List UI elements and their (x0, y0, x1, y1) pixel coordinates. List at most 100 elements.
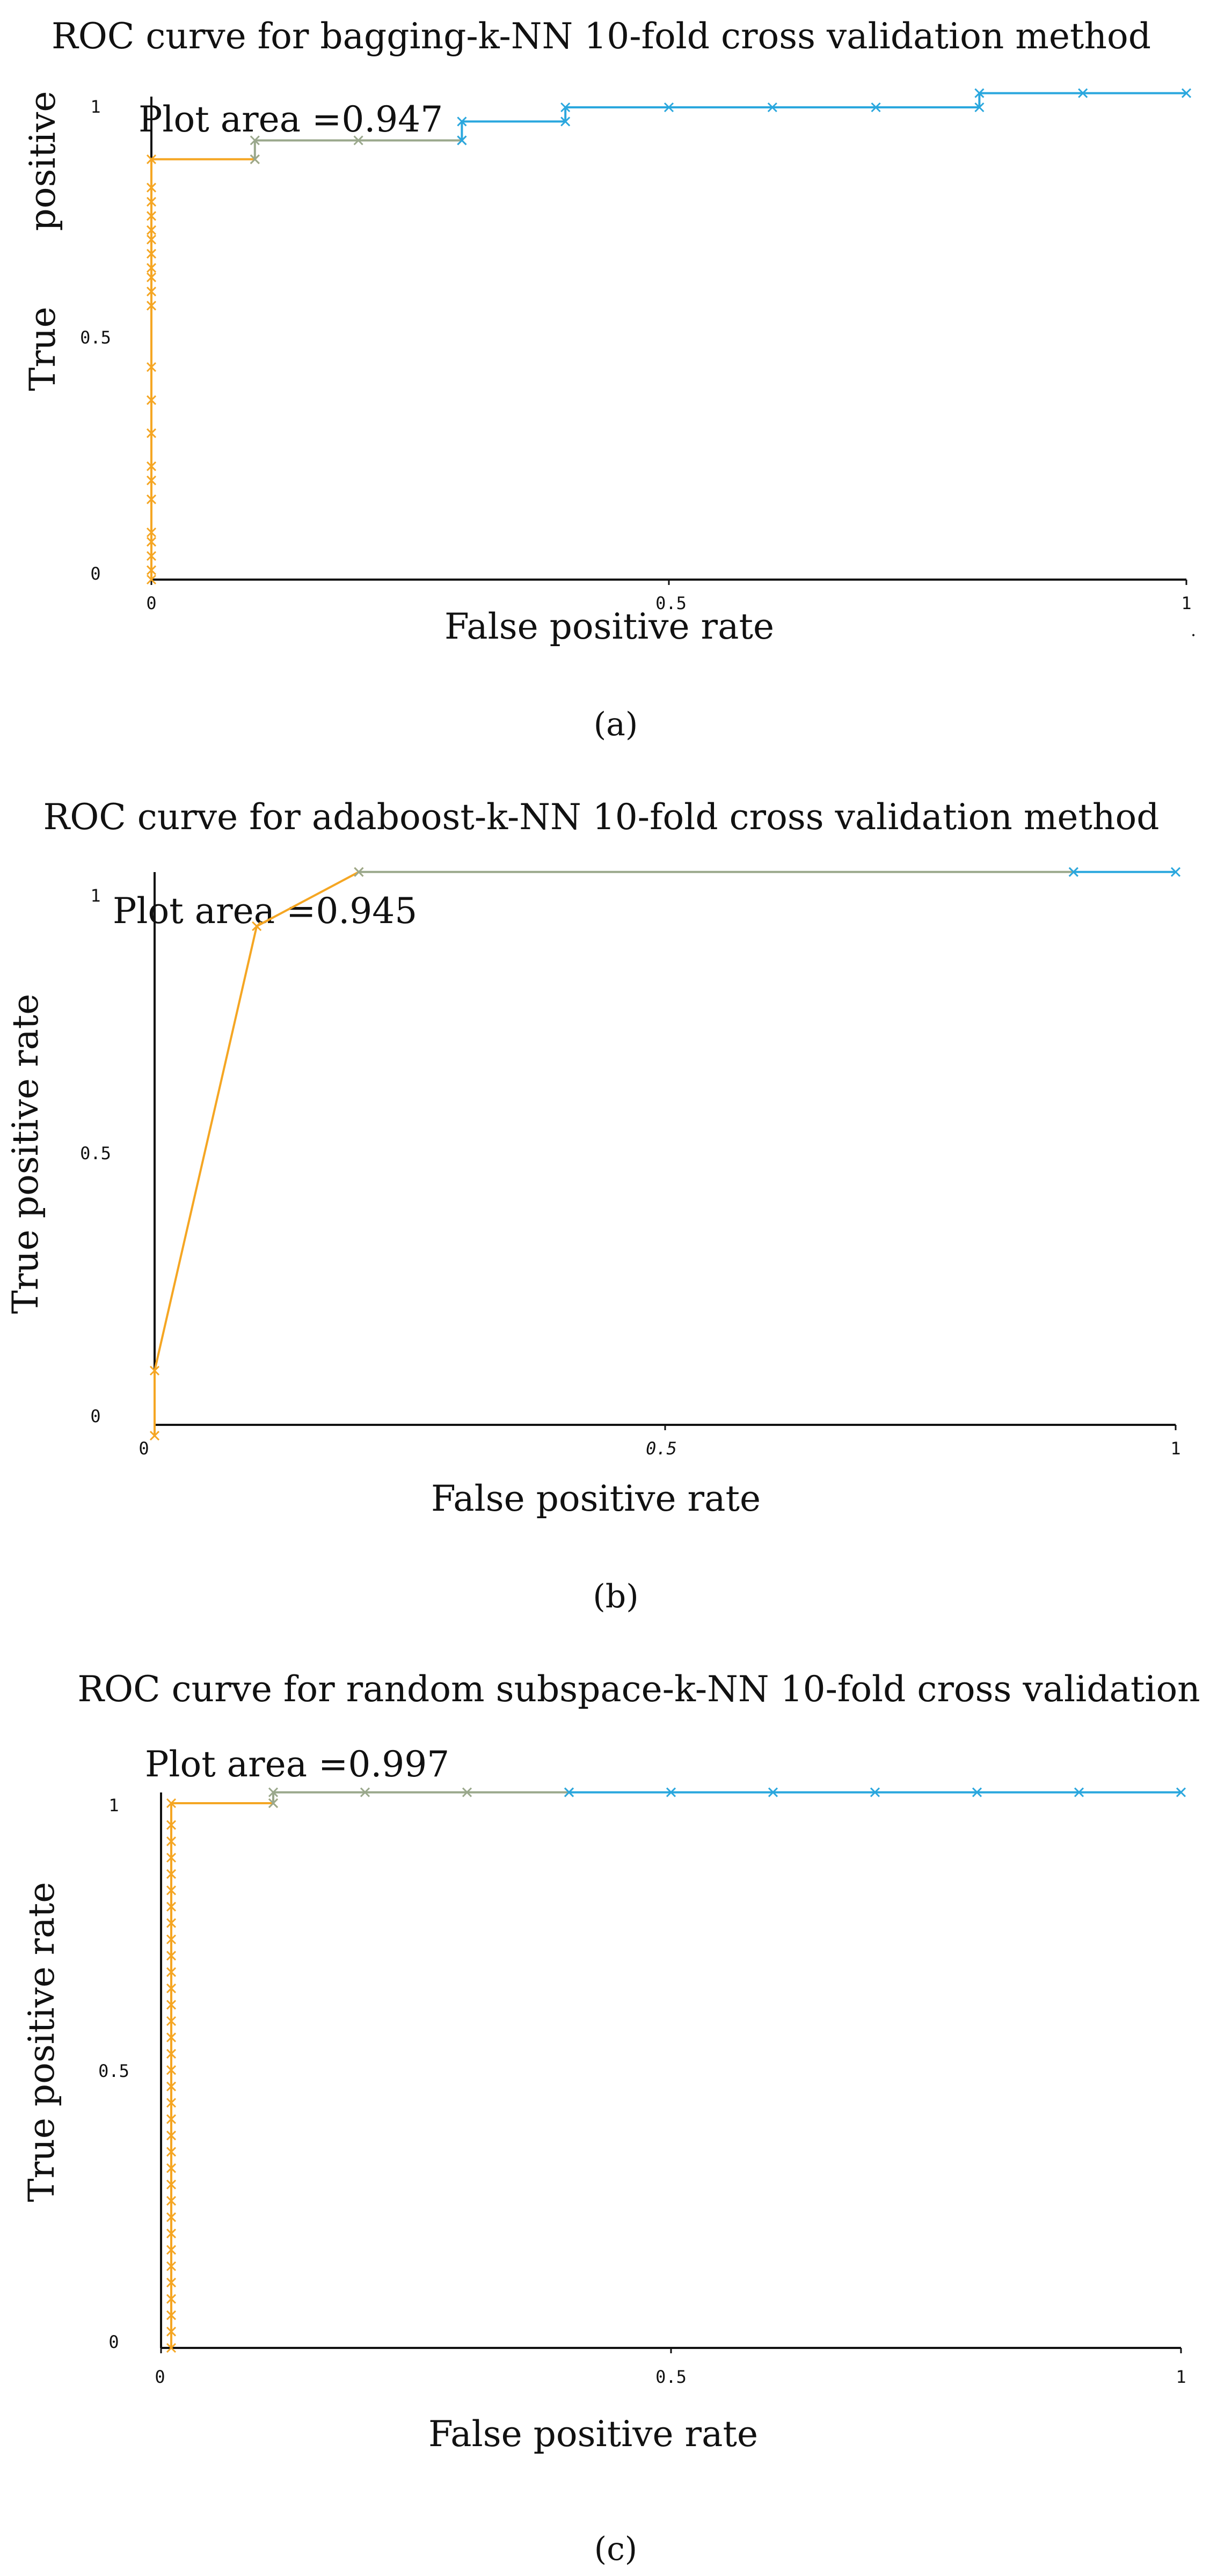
panel-a-ylabel-line-2: positive (22, 91, 63, 231)
panel-c-series-early-point-21 (166, 2000, 177, 2010)
panel-b: ROC curve for adaboost-k-NN 10-fold cros… (5, 796, 1181, 1615)
panel-a-series-early-point-11 (146, 301, 157, 311)
panel-a-series-early-point-13 (146, 272, 157, 282)
panel-b-series-mid-point-0 (354, 867, 364, 877)
panel-c-series-early-line (170, 1802, 273, 2348)
panel-c-series-early-point-28 (166, 1885, 177, 1896)
panel-c-series-early-point-26 (166, 1918, 177, 1928)
panel-c-series-early-point-3 (166, 2294, 177, 2304)
panel-a-series-early-line (150, 158, 255, 580)
panel-b-axes (154, 872, 1177, 1430)
panel-c-series-early-point-18 (166, 2048, 177, 2059)
panel-a-series (146, 88, 1192, 585)
panel-c-series-early-point-19 (166, 2032, 177, 2043)
panel-a-series-early-point-3 (146, 537, 157, 547)
panel-a-series-late-point-1 (457, 116, 467, 127)
panel-c-ytick-label-0: 0 (108, 2332, 119, 2352)
panel-c-series-early-point-25 (166, 1934, 177, 1944)
panel-a-series-early-point-10 (146, 362, 157, 372)
panel-c-series-early-point-2 (166, 2310, 177, 2321)
panel-c: ROC curve for random subspace-k-NN 10-fo… (21, 1668, 1200, 2568)
panel-a-ytick-label-05: 0.5 (80, 327, 111, 348)
panel-c-series-late-point-4 (972, 1787, 982, 1797)
panel-b-annotation: Plot area =0.945 (113, 890, 417, 932)
panel-a-series-early-point-0 (146, 574, 157, 585)
panel-a-xlabel: False positive rate (444, 606, 774, 647)
panel-c-series-mid-point-2 (360, 1787, 370, 1797)
panel-c-series-mid-point-3 (462, 1787, 472, 1797)
panel-a-series-early-point-5 (146, 494, 157, 504)
panel-c-series-early-point-12 (166, 2147, 177, 2157)
panel-a-series-early-point-1 (146, 565, 157, 575)
panel-a-series-early-point-12 (146, 287, 157, 297)
panel-c-series-mid-point-0 (268, 1798, 279, 1809)
panel-b-xlabel: False positive rate (431, 1478, 761, 1519)
panel-a-series-mid-line (253, 139, 462, 159)
panel-a-series-early-point-17 (146, 225, 157, 235)
panel-a-annotation: Plot area =0.947 (138, 99, 443, 140)
panel-c-series-late-point-0 (564, 1787, 574, 1797)
panel-a-series-early-point-6 (146, 475, 157, 486)
panel-c-ylabel: True positive rate (21, 1882, 62, 2202)
panel-c-series-late-point-3 (870, 1787, 880, 1797)
panel-a-series-late-point-4 (664, 102, 674, 113)
panel-a-ytick-label-0: 0 (90, 564, 100, 584)
panel-a-series-late-point-10 (1181, 88, 1192, 98)
panel-a-xtick-label-05: 0.5 (655, 593, 687, 613)
panel-a-series-early-point-7 (146, 461, 157, 471)
panel-a-series-late-point-5 (767, 102, 777, 113)
panel-b-ytick-label-1: 1 (90, 885, 100, 906)
panel-b-series-early-point-1 (149, 1365, 160, 1376)
panel-c-axes (160, 1792, 1182, 2353)
panel-a-series-late-point-0 (457, 135, 467, 145)
panel-c-series-early-point-10 (166, 2179, 177, 2190)
panel-b-xtick-label-0: 0 (138, 1438, 149, 1459)
panel-a-series-early-point-4 (146, 527, 157, 538)
panel-c-series-early-point-4 (166, 2278, 177, 2288)
panel-c-series-early-point-30 (166, 1853, 177, 1863)
panel-a-series-early-point-14 (146, 263, 157, 273)
panel-a-series-late-line (461, 92, 1186, 141)
panel-a-series-late-point-7 (974, 102, 985, 113)
panel-c-series-early-point-15 (166, 2098, 177, 2108)
panel-b-series (149, 867, 1181, 1441)
panel-c-series-early-point-29 (166, 1869, 177, 1879)
panel-a-series-early-point-8 (146, 428, 157, 438)
panel-b-ylabel: True positive rate (5, 994, 46, 1314)
panel-a-stray-mark: . (1191, 620, 1196, 640)
panel-c-xlabel: False positive rate (428, 2413, 758, 2455)
panel-a-title: ROC curve for bagging-k-NN 10-fold cross… (52, 16, 1151, 57)
panel-a-axes (150, 97, 1187, 585)
panel-a-label: (a) (594, 706, 638, 743)
panel-a-ylabel-line-1: True (22, 306, 63, 391)
panel-a-series-early-point-16 (146, 235, 157, 245)
panel-c-xtick-label-05: 0.5 (655, 2367, 687, 2387)
panel-b-series-early-line (154, 871, 360, 1436)
panel-c-series-early-point-20 (166, 2016, 177, 2026)
panel-c-series-early-point-33 (166, 1798, 177, 1809)
panel-b-series-early-point-2 (252, 921, 262, 931)
panel-c-series-early-point-0 (166, 2343, 177, 2353)
panel-b-ytick-label-05: 0.5 (80, 1143, 111, 1163)
panel-c-series-early-point-22 (166, 1984, 177, 1994)
panel-b-title: ROC curve for adaboost-k-NN 10-fold cros… (43, 796, 1160, 838)
panel-a-ytick-label-1: 1 (90, 97, 100, 117)
panel-c-series-early-point-5 (166, 2261, 177, 2271)
panel-b-ytick-label-0: 0 (90, 1406, 100, 1426)
panel-c-series-early-point-24 (166, 1951, 177, 1961)
panel-c-series-early-point-27 (166, 1901, 177, 1912)
panel-c-series (166, 1787, 1186, 2353)
panel-c-series-late-point-5 (1074, 1787, 1084, 1797)
panel-c-annotation: Plot area =0.997 (145, 1744, 449, 1785)
panel-c-series-early-point-13 (166, 2131, 177, 2141)
panel-b-series-late-point-1 (1170, 867, 1181, 877)
panel-b-series-early-point-0 (149, 1431, 160, 1441)
panel-a-series-mid-point-0 (250, 154, 260, 164)
panel-a-series-late-point-2 (560, 116, 571, 127)
panel-c-series-mid-point-1 (268, 1787, 279, 1797)
panel-a-series-early-point-21 (146, 154, 157, 164)
panel-c-title: ROC curve for random subspace-k-NN 10-fo… (77, 1668, 1200, 1710)
panel-a-series-early-point-9 (146, 395, 157, 405)
panel-a-series-late-point-3 (560, 102, 571, 113)
